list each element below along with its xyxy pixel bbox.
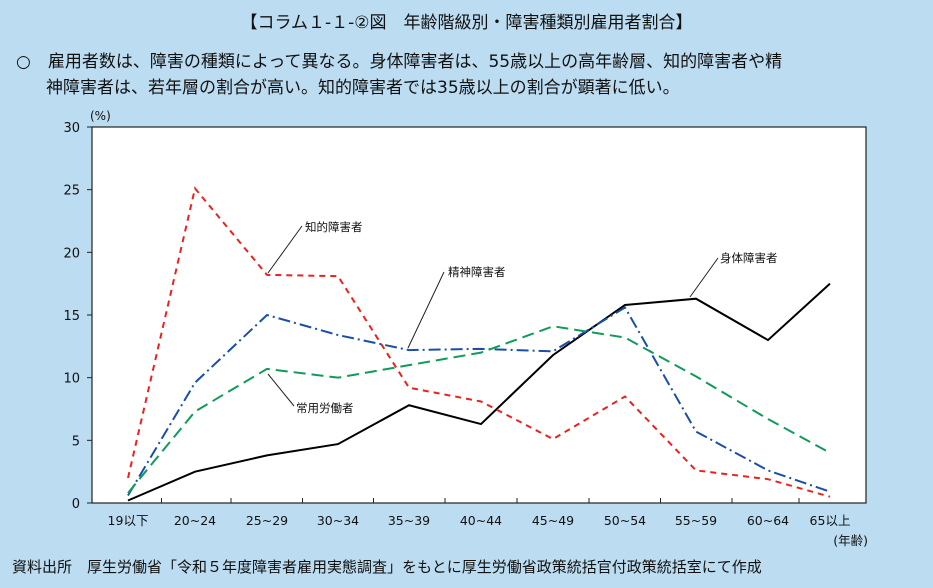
x-tick-label: 20~24 bbox=[174, 513, 216, 528]
x-tick-label: 40~44 bbox=[460, 513, 502, 528]
description-line-2: 神障害者は、若年層の割合が高い。知的障害者では35歳以上の割合が顕著に低い。 bbox=[46, 78, 680, 98]
annotation-leader bbox=[267, 373, 295, 407]
annotation-label: 身体障害者 bbox=[720, 251, 778, 265]
annotation-leader bbox=[689, 257, 719, 298]
y-axis-label: (%) bbox=[90, 109, 111, 123]
annotation-leader bbox=[407, 271, 445, 349]
source-note: 資料出所 厚生労働省「令和５年度障害者雇用実態調査」をもとに厚生労働省政策統括官… bbox=[12, 558, 762, 576]
x-tick-label: 35~39 bbox=[388, 513, 430, 528]
x-tick-label: 19以下 bbox=[108, 513, 149, 528]
annotation-label: 精神障害者 bbox=[448, 265, 506, 279]
x-tick-label: 45~49 bbox=[532, 513, 574, 528]
annotation-label: 常用労働者 bbox=[296, 401, 354, 415]
x-axis-label: (年齢) bbox=[833, 533, 868, 548]
annotation-label: 知的障害者 bbox=[305, 220, 363, 234]
series-line-精神障害者 bbox=[127, 306, 831, 496]
x-tick-label: 60~64 bbox=[747, 513, 789, 528]
y-tick-label: 0 bbox=[72, 497, 80, 512]
x-tick-label: 65以上 bbox=[810, 513, 851, 528]
y-tick-label: 30 bbox=[63, 121, 80, 136]
series-line-知的障害者 bbox=[127, 186, 831, 498]
annotation-leader bbox=[267, 225, 303, 274]
y-tick-label: 20 bbox=[63, 246, 80, 261]
x-tick-label: 50~54 bbox=[604, 513, 646, 528]
x-tick-label: 25~29 bbox=[246, 513, 288, 528]
series-line-常用労働者 bbox=[127, 325, 831, 494]
y-tick-label: 5 bbox=[72, 434, 80, 449]
x-tick-label: 30~34 bbox=[317, 513, 359, 528]
plot-area bbox=[91, 126, 867, 504]
y-tick-label: 10 bbox=[63, 372, 80, 387]
figure-title: 【コラム１-１-②図 年齢階級別・障害種類別雇用者割合】 bbox=[240, 13, 693, 33]
y-tick-label: 15 bbox=[63, 309, 80, 324]
x-tick-label: 55~59 bbox=[675, 513, 717, 528]
description-line-1: ○ 雇用者数は、障害の種類によって異なる。身体障害者は、55歳以上の高年齢層、知… bbox=[16, 52, 783, 72]
y-tick-label: 25 bbox=[63, 184, 80, 199]
series-line-身体障害者 bbox=[127, 282, 831, 502]
